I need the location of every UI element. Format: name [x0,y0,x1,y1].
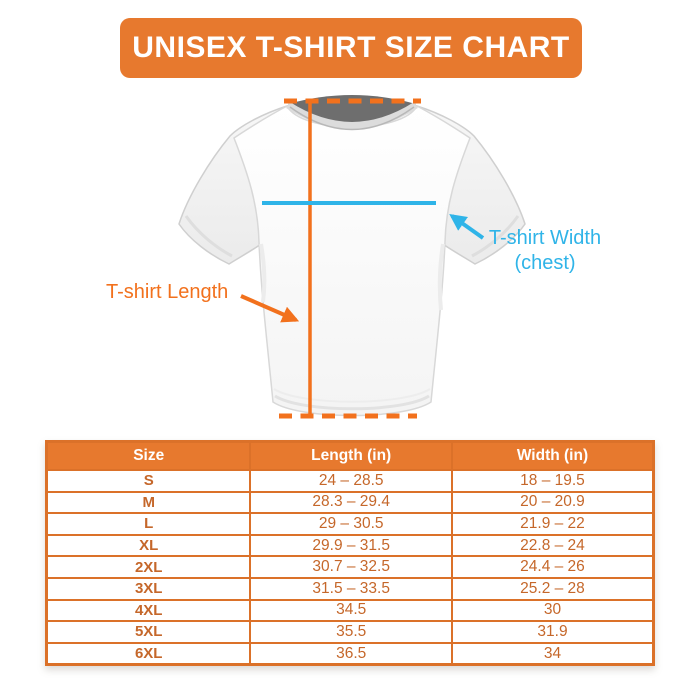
table-row: 2XL 30.7 – 32.5 24.4 – 26 [45,555,655,579]
header-size: Size [45,440,252,471]
width-label: T-shirt Width (chest) [482,226,608,276]
left-sleeve-hem [184,215,233,258]
width-cell: 30 [450,598,655,623]
table-row: 4XL 34.5 30 [45,598,655,623]
width-cell: 34 [450,641,655,666]
size-cell: 4XL [45,598,252,623]
width-cell: 31.9 [450,620,655,644]
right-sleeve-hem [471,215,520,258]
length-cell: 35.5 [249,620,453,644]
bottom-hem-inner [273,388,431,403]
table-row: S 24 – 28.5 18 – 19.5 [45,469,655,493]
tshirt-body [233,104,471,417]
size-table: Size Length (in) Width (in) S 24 – 28.5 18… [45,440,655,667]
width-cell: 22.8 – 24 [450,533,655,558]
width-cell: 24.4 – 26 [450,555,655,579]
size-table-container: Size Length (in) Width (in) S 24 – 28.5 18… [45,440,655,667]
title-banner: UNISEX T-SHIRT SIZE CHART [120,18,582,78]
collar-band-edge [289,106,415,131]
collar-band [286,102,418,129]
length-cell: 36.5 [249,641,453,666]
right-wrinkle [437,243,445,311]
size-cell: L [45,512,252,536]
table-row: XL 29.9 – 31.5 22.8 – 24 [45,533,655,558]
length-cell: 29 – 30.5 [249,512,453,536]
table-row: 5XL 35.5 31.9 [45,620,655,644]
header-length: Length (in) [249,440,453,471]
bottom-hem [274,394,430,411]
page-title: UNISEX T-SHIRT SIZE CHART [132,31,570,64]
length-cell: 31.5 – 33.5 [249,576,453,601]
size-cell: 3XL [45,576,252,601]
length-cell: 29.9 – 31.5 [249,533,453,558]
width-cell: 20 – 20.9 [450,490,655,515]
size-table-body: S 24 – 28.5 18 – 19.5 M 28.3 – 29.4 20 – 20.9… [45,469,655,666]
tshirt-illustration [178,95,526,417]
width-label-line1: T-shirt Width [488,227,602,249]
size-cell: M [45,490,252,515]
size-cell: 2XL [45,555,252,579]
size-cell: 5XL [45,620,252,644]
width-cell: 21.9 – 22 [450,512,655,536]
length-cell: 30.7 – 32.5 [249,555,453,579]
table-row: 6XL 36.5 34 [45,641,655,666]
table-header-row: Size Length (in) Width (in) [45,440,655,471]
table-row: M 28.3 – 29.4 20 – 20.9 [45,490,655,515]
table-row: L 29 – 30.5 21.9 – 22 [45,512,655,536]
size-cell: XL [45,533,252,558]
width-cell: 18 – 19.5 [450,469,655,493]
length-cell: 24 – 28.5 [249,469,453,493]
length-cell: 28.3 – 29.4 [249,490,453,515]
length-cell: 34.5 [249,598,453,623]
size-cell: S [45,469,252,493]
width-cell: 25.2 – 28 [450,576,655,601]
length-label: T-shirt Length [106,281,229,303]
width-label-line2: (chest) [514,252,576,274]
table-row: 3XL 31.5 – 33.5 25.2 – 28 [45,576,655,601]
size-cell: 6XL [45,641,252,666]
header-width: Width (in) [450,440,655,471]
